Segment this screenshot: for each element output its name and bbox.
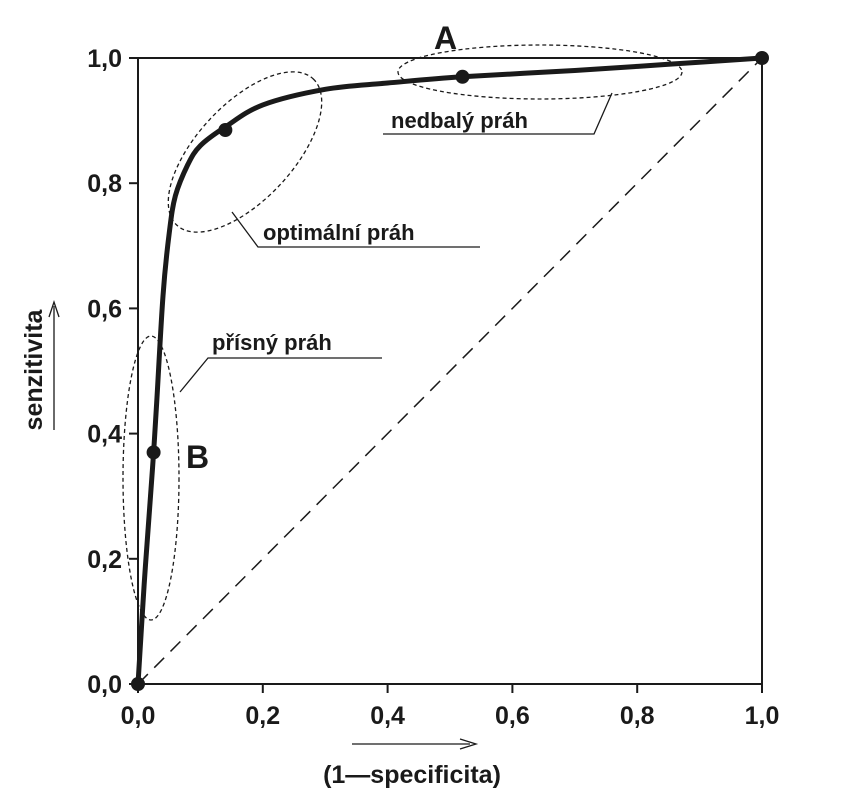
- x-tick-label: 0,2: [245, 702, 280, 730]
- x-axis-arrow: [352, 738, 479, 750]
- nedbaly-prah-label: nedbalý práh: [391, 108, 528, 133]
- roc-point: [146, 445, 161, 460]
- point-b-label: B: [186, 439, 209, 475]
- y-tick-label: 0,2: [87, 546, 122, 574]
- roc-point: [131, 677, 145, 691]
- y-axis-ticks: 0,0 0,2 0,4 0,6 0,8 1,0: [87, 45, 138, 699]
- reference-diagonal-line: [137, 57, 763, 685]
- roc-point: [455, 69, 470, 84]
- roc-points: [131, 51, 769, 691]
- point-a-label: A: [434, 20, 457, 56]
- x-tick-label: 0,8: [620, 702, 655, 730]
- y-axis-arrow: [48, 299, 60, 430]
- y-tick-label: 0,6: [87, 295, 122, 323]
- prisny-prah-ellipse: [122, 335, 180, 621]
- optimalni-prah-label: optimální práh: [263, 220, 415, 245]
- roc-curve-line: [135, 55, 765, 687]
- x-tick-label: 0,0: [121, 702, 156, 730]
- x-axis-ticks: 0,0 0,2 0,4 0,6 0,8 1,0: [121, 684, 780, 730]
- roc-point: [755, 51, 769, 65]
- nedbaly-prah-ellipse: [397, 44, 683, 100]
- plot-frame: [137, 57, 763, 685]
- nedbaly-prah-leader: [383, 92, 613, 135]
- x-tick-label: 0,4: [370, 702, 405, 730]
- roc-point: [218, 122, 233, 137]
- y-tick-label: 1,0: [87, 45, 122, 73]
- y-axis-title: senzitivita: [20, 308, 48, 430]
- y-tick-label: 0,4: [87, 421, 122, 449]
- optimalni-prah-leader: [231, 211, 480, 248]
- prisny-prah-leader: [179, 357, 382, 393]
- y-tick-label: 0,8: [87, 170, 122, 198]
- x-tick-label: 1,0: [745, 702, 780, 730]
- prisny-prah-label: přísný práh: [212, 330, 332, 355]
- x-tick-label: 0,6: [495, 702, 530, 730]
- y-tick-label: 0,0: [87, 671, 122, 699]
- x-axis-title: (1—specificita): [323, 761, 501, 789]
- optimalni-prah-ellipse: [167, 71, 323, 233]
